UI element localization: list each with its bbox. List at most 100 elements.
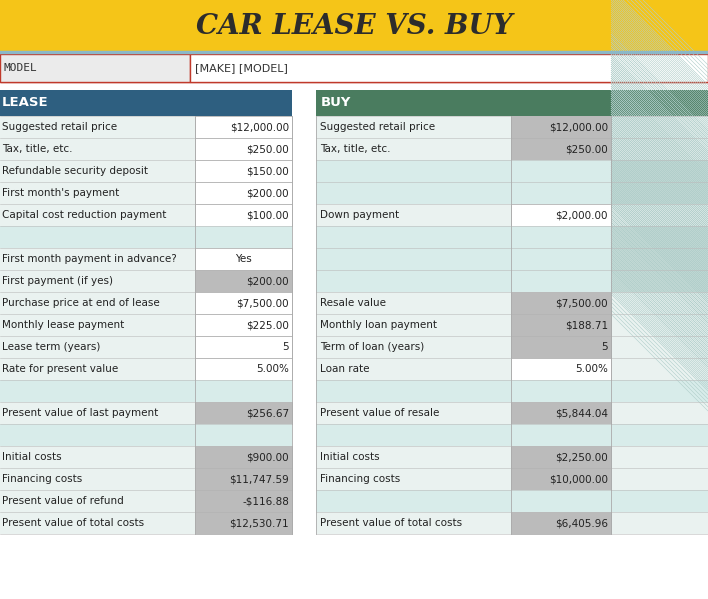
Bar [316, 204, 511, 226]
Bar [0, 248, 195, 270]
Text: Purchase price at end of lease: Purchase price at end of lease [2, 298, 160, 308]
Text: First payment (if yes): First payment (if yes) [2, 276, 113, 286]
Bar [511, 380, 611, 402]
Text: Suggested retail price: Suggested retail price [2, 122, 117, 132]
Text: $200.00: $200.00 [246, 188, 289, 198]
Bar [611, 248, 708, 270]
Bar [611, 446, 708, 468]
Bar [511, 182, 611, 204]
Bar [511, 358, 611, 380]
Bar [611, 270, 708, 292]
Bar [195, 314, 292, 336]
Text: Present value of last payment: Present value of last payment [2, 408, 159, 418]
Bar [316, 314, 511, 336]
Bar [511, 160, 611, 182]
Text: $256.67: $256.67 [246, 408, 289, 418]
Text: $2,000.00: $2,000.00 [556, 210, 608, 220]
Bar [611, 512, 708, 534]
Bar [611, 402, 708, 424]
Bar [511, 424, 611, 446]
Bar [0, 54, 708, 82]
Text: MODEL: MODEL [4, 63, 38, 73]
Text: LEASE: LEASE [2, 96, 49, 110]
Text: $7,500.00: $7,500.00 [236, 298, 289, 308]
Text: [MAKE] [MODEL]: [MAKE] [MODEL] [195, 63, 288, 73]
Text: 5: 5 [601, 342, 608, 352]
Text: Present value of refund: Present value of refund [2, 496, 124, 506]
Bar [611, 226, 708, 248]
Bar [511, 468, 611, 490]
Bar [511, 226, 611, 248]
Bar [316, 90, 708, 116]
Text: Resale value: Resale value [320, 298, 386, 308]
Text: $10,000.00: $10,000.00 [549, 474, 608, 484]
Text: $5,844.04: $5,844.04 [555, 408, 608, 418]
Text: $225.00: $225.00 [246, 320, 289, 330]
Bar [0, 402, 195, 424]
Text: $12,530.71: $12,530.71 [229, 518, 289, 528]
Bar [195, 204, 292, 226]
Text: BUY: BUY [321, 96, 351, 110]
Text: Present value of total costs: Present value of total costs [320, 518, 462, 528]
Text: $100.00: $100.00 [246, 210, 289, 220]
Text: Monthly lease payment: Monthly lease payment [2, 320, 124, 330]
Bar [195, 424, 292, 446]
Bar [316, 424, 511, 446]
Bar [611, 182, 708, 204]
Text: Term of loan (years): Term of loan (years) [320, 342, 424, 352]
Bar [0, 468, 195, 490]
Bar [511, 116, 611, 138]
Bar [0, 226, 195, 248]
Bar [195, 292, 292, 314]
Bar [195, 380, 292, 402]
Text: Tax, title, etc.: Tax, title, etc. [2, 144, 72, 154]
Bar [195, 402, 292, 424]
Text: Initial costs: Initial costs [320, 452, 379, 462]
Bar [0, 380, 195, 402]
Bar [316, 446, 511, 468]
Bar [316, 380, 511, 402]
Bar [316, 468, 511, 490]
Bar [0, 424, 195, 446]
Text: $200.00: $200.00 [246, 276, 289, 286]
Bar [511, 490, 611, 512]
Bar [292, 116, 316, 534]
Bar [611, 336, 708, 358]
Bar [195, 226, 292, 248]
Text: $150.00: $150.00 [246, 166, 289, 176]
Text: Initial costs: Initial costs [2, 452, 62, 462]
Text: 5.00%: 5.00% [256, 364, 289, 374]
Text: Down payment: Down payment [320, 210, 399, 220]
Text: $11,747.59: $11,747.59 [229, 474, 289, 484]
Bar [511, 402, 611, 424]
Text: Capital cost reduction payment: Capital cost reduction payment [2, 210, 166, 220]
Bar [0, 116, 195, 138]
Text: $12,000.00: $12,000.00 [230, 122, 289, 132]
Bar [195, 468, 292, 490]
Bar [611, 490, 708, 512]
Text: Rate for present value: Rate for present value [2, 364, 118, 374]
Bar [195, 270, 292, 292]
Bar [511, 512, 611, 534]
Text: Tax, title, etc.: Tax, title, etc. [320, 144, 391, 154]
Bar [611, 468, 708, 490]
Text: 5: 5 [282, 342, 289, 352]
Text: $2,250.00: $2,250.00 [555, 452, 608, 462]
Bar [190, 54, 708, 82]
Bar [316, 292, 511, 314]
Bar [195, 358, 292, 380]
Bar [511, 248, 611, 270]
Bar [195, 138, 292, 160]
Bar [316, 358, 511, 380]
Text: $900.00: $900.00 [246, 452, 289, 462]
Bar [511, 270, 611, 292]
Text: Lease term (years): Lease term (years) [2, 342, 101, 352]
Bar [611, 380, 708, 402]
Text: First month payment in advance?: First month payment in advance? [2, 254, 177, 264]
Bar [0, 292, 195, 314]
Text: Loan rate: Loan rate [320, 364, 370, 374]
Bar [0, 490, 195, 512]
Text: Financing costs: Financing costs [2, 474, 82, 484]
Bar [511, 138, 611, 160]
Text: $250.00: $250.00 [565, 144, 608, 154]
